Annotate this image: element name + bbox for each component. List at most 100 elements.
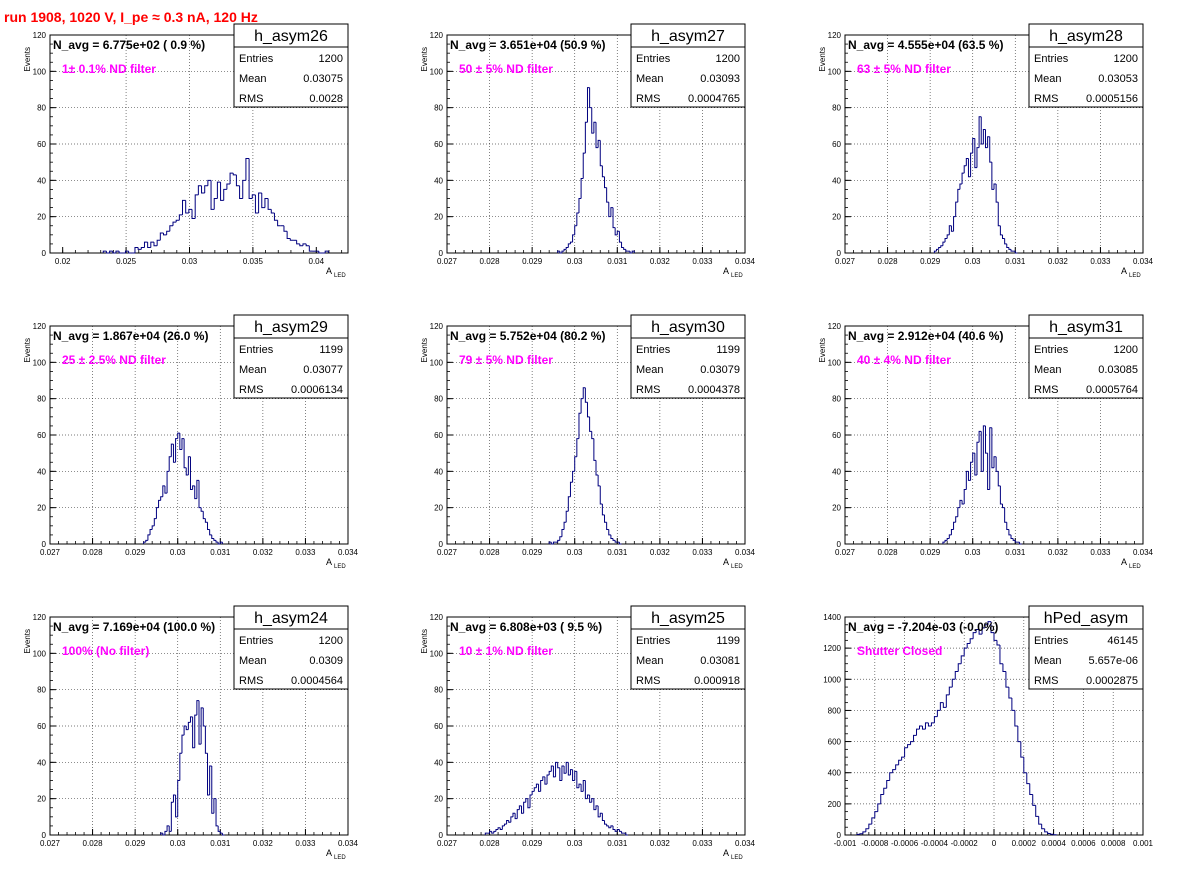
navg-annotation: N_avg = 3.651e+04 (50.9 %) xyxy=(450,38,605,52)
histogram-bin xyxy=(997,471,1001,487)
histogram-bin xyxy=(565,510,569,523)
histogram-bin xyxy=(254,194,259,214)
stats-title: h_asym28 xyxy=(1049,28,1123,45)
histogram-bin xyxy=(245,158,250,181)
histogram-bin xyxy=(593,121,596,134)
histogram-bin xyxy=(999,225,1003,236)
stats-box xyxy=(233,628,349,690)
histogram-bin xyxy=(499,827,503,831)
histogram-bin xyxy=(548,770,552,776)
histogram-bin xyxy=(192,716,195,749)
stats-value: 0.03081 xyxy=(700,655,740,667)
histogram-bin xyxy=(162,833,165,836)
histogram-bin xyxy=(880,794,884,804)
histogram-bin xyxy=(202,511,206,520)
y-tick-label: 0 xyxy=(42,540,47,549)
histogram-bin xyxy=(608,202,611,218)
histogram-bin xyxy=(531,790,535,796)
histogram-bin xyxy=(153,242,158,247)
histogram-bin xyxy=(1023,757,1027,774)
histogram-bin xyxy=(147,242,151,249)
x-tick-label: 0.031 xyxy=(607,548,628,557)
stats-box xyxy=(1028,46,1144,108)
histogram-bin xyxy=(591,107,594,134)
histogram-bin xyxy=(242,179,246,199)
y-tick-label: 20 xyxy=(434,795,443,804)
navg-annotation: N_avg = 6.775e+02 ( 0.9 %) xyxy=(53,38,205,52)
y-tick-label: 40 xyxy=(37,467,46,476)
histogram-bin xyxy=(168,825,172,832)
histogram-bin xyxy=(563,248,567,252)
histogram-bin xyxy=(580,398,584,414)
histogram-bin xyxy=(302,243,307,246)
x-axis-title: A LED xyxy=(326,557,346,570)
histogram-bin xyxy=(927,722,932,727)
x-tick-label: 0.027 xyxy=(437,257,458,266)
histogram-bin xyxy=(593,438,596,461)
histogram-bin xyxy=(584,780,588,800)
histogram-bin xyxy=(181,734,185,754)
histogram-bin xyxy=(980,116,984,145)
histogram-bin xyxy=(621,242,624,249)
y-tick-label: 0 xyxy=(42,831,47,840)
histogram-bin xyxy=(610,207,614,217)
histogram-bin xyxy=(538,784,541,792)
histogram-bin xyxy=(170,801,174,832)
histogram-bin xyxy=(495,829,499,832)
x-tick-label: 0.029 xyxy=(522,839,543,848)
histogram-bin xyxy=(567,496,571,512)
stats-label: Entries xyxy=(1034,53,1069,65)
histogram-bin xyxy=(211,765,214,814)
histogram-bin xyxy=(164,485,168,494)
histogram-bin xyxy=(963,489,967,505)
histogram-bin xyxy=(183,438,187,469)
x-tick-label: 0.034 xyxy=(338,839,359,848)
stats-value: 0.03053 xyxy=(1098,73,1138,85)
histogram-bin xyxy=(1041,824,1045,830)
histogram-bin xyxy=(1014,710,1018,727)
histogram-bin xyxy=(168,456,172,472)
histogram-bin xyxy=(874,811,878,818)
histogram-bin xyxy=(196,700,199,716)
histogram-bin xyxy=(944,539,948,543)
x-tick-label: 0.032 xyxy=(650,548,671,557)
stats-value: 0.0002875 xyxy=(1086,675,1138,687)
histogram-bin xyxy=(957,188,960,203)
histogram-bin xyxy=(601,165,605,178)
histogram-bin xyxy=(944,237,948,243)
x-tick-label: 0.028 xyxy=(480,548,501,557)
y-tick-label: 40 xyxy=(434,176,443,185)
histogram-bin xyxy=(1004,238,1007,245)
histogram-bin xyxy=(591,798,594,803)
y-tick-label: 20 xyxy=(434,504,443,513)
y-tick-label: 80 xyxy=(37,686,46,695)
histogram-bin xyxy=(569,481,573,497)
histogram-bin xyxy=(599,485,603,505)
histogram-bin xyxy=(966,642,971,649)
x-tick-label: 0.033 xyxy=(295,548,316,557)
y-tick-label: 120 xyxy=(33,31,47,40)
x-axis-title: A LED xyxy=(326,266,346,279)
y-tick-label: 120 xyxy=(430,31,444,40)
histogram-bin xyxy=(591,431,594,440)
y-tick-label: 600 xyxy=(828,738,842,747)
histogram-bin xyxy=(993,456,997,468)
stats-value: 0.000918 xyxy=(694,675,740,687)
histogram-bin xyxy=(953,521,956,530)
histogram-bin xyxy=(557,539,560,543)
stats-value: 0.03085 xyxy=(1098,364,1138,376)
run-title: run 1908, 1020 V, I_pe ≈ 0.3 nA, 120 Hz xyxy=(4,9,258,25)
histogram-bin xyxy=(194,485,197,500)
histogram-bin xyxy=(213,798,217,814)
histogram-bin xyxy=(586,794,590,799)
stats-label: Entries xyxy=(636,344,671,356)
stats-title: h_asym24 xyxy=(254,610,328,627)
histogram-bin xyxy=(559,767,562,781)
histogram-panel-h_asym27: 0.027 0.028 0.029 0.03 0.031 0.032 0.033 0.034 0… xyxy=(420,23,756,279)
histogram-bin xyxy=(559,251,562,254)
histogram-series xyxy=(484,761,628,836)
stats-label: Mean xyxy=(1034,73,1062,85)
x-tick-label: 0.029 xyxy=(125,839,146,848)
histogram-bin xyxy=(1002,504,1005,509)
histogram-bin xyxy=(576,212,579,226)
